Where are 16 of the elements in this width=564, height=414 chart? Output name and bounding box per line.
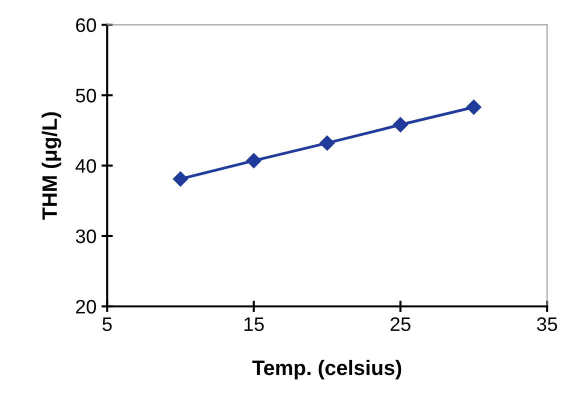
y-tick-label: 20 (76, 300, 96, 314)
x-tick-label: 25 (390, 317, 410, 332)
x-tick-label: 5 (102, 317, 112, 332)
x-tick-label: 15 (244, 317, 264, 332)
point (172, 171, 188, 187)
y-tick-label: 40 (76, 159, 96, 173)
y-axis-title: THM (μg/L) (42, 112, 62, 220)
x-axis-title: Temp. (celsius) (252, 360, 402, 380)
y-tick-label: 60 (76, 18, 96, 32)
x-tick-label: 35 (537, 317, 558, 332)
y-tick-label: 30 (76, 229, 96, 244)
y-tick-label: 50 (76, 88, 96, 102)
point (320, 136, 335, 151)
point (392, 117, 408, 132)
point (246, 153, 262, 168)
point (466, 100, 482, 115)
